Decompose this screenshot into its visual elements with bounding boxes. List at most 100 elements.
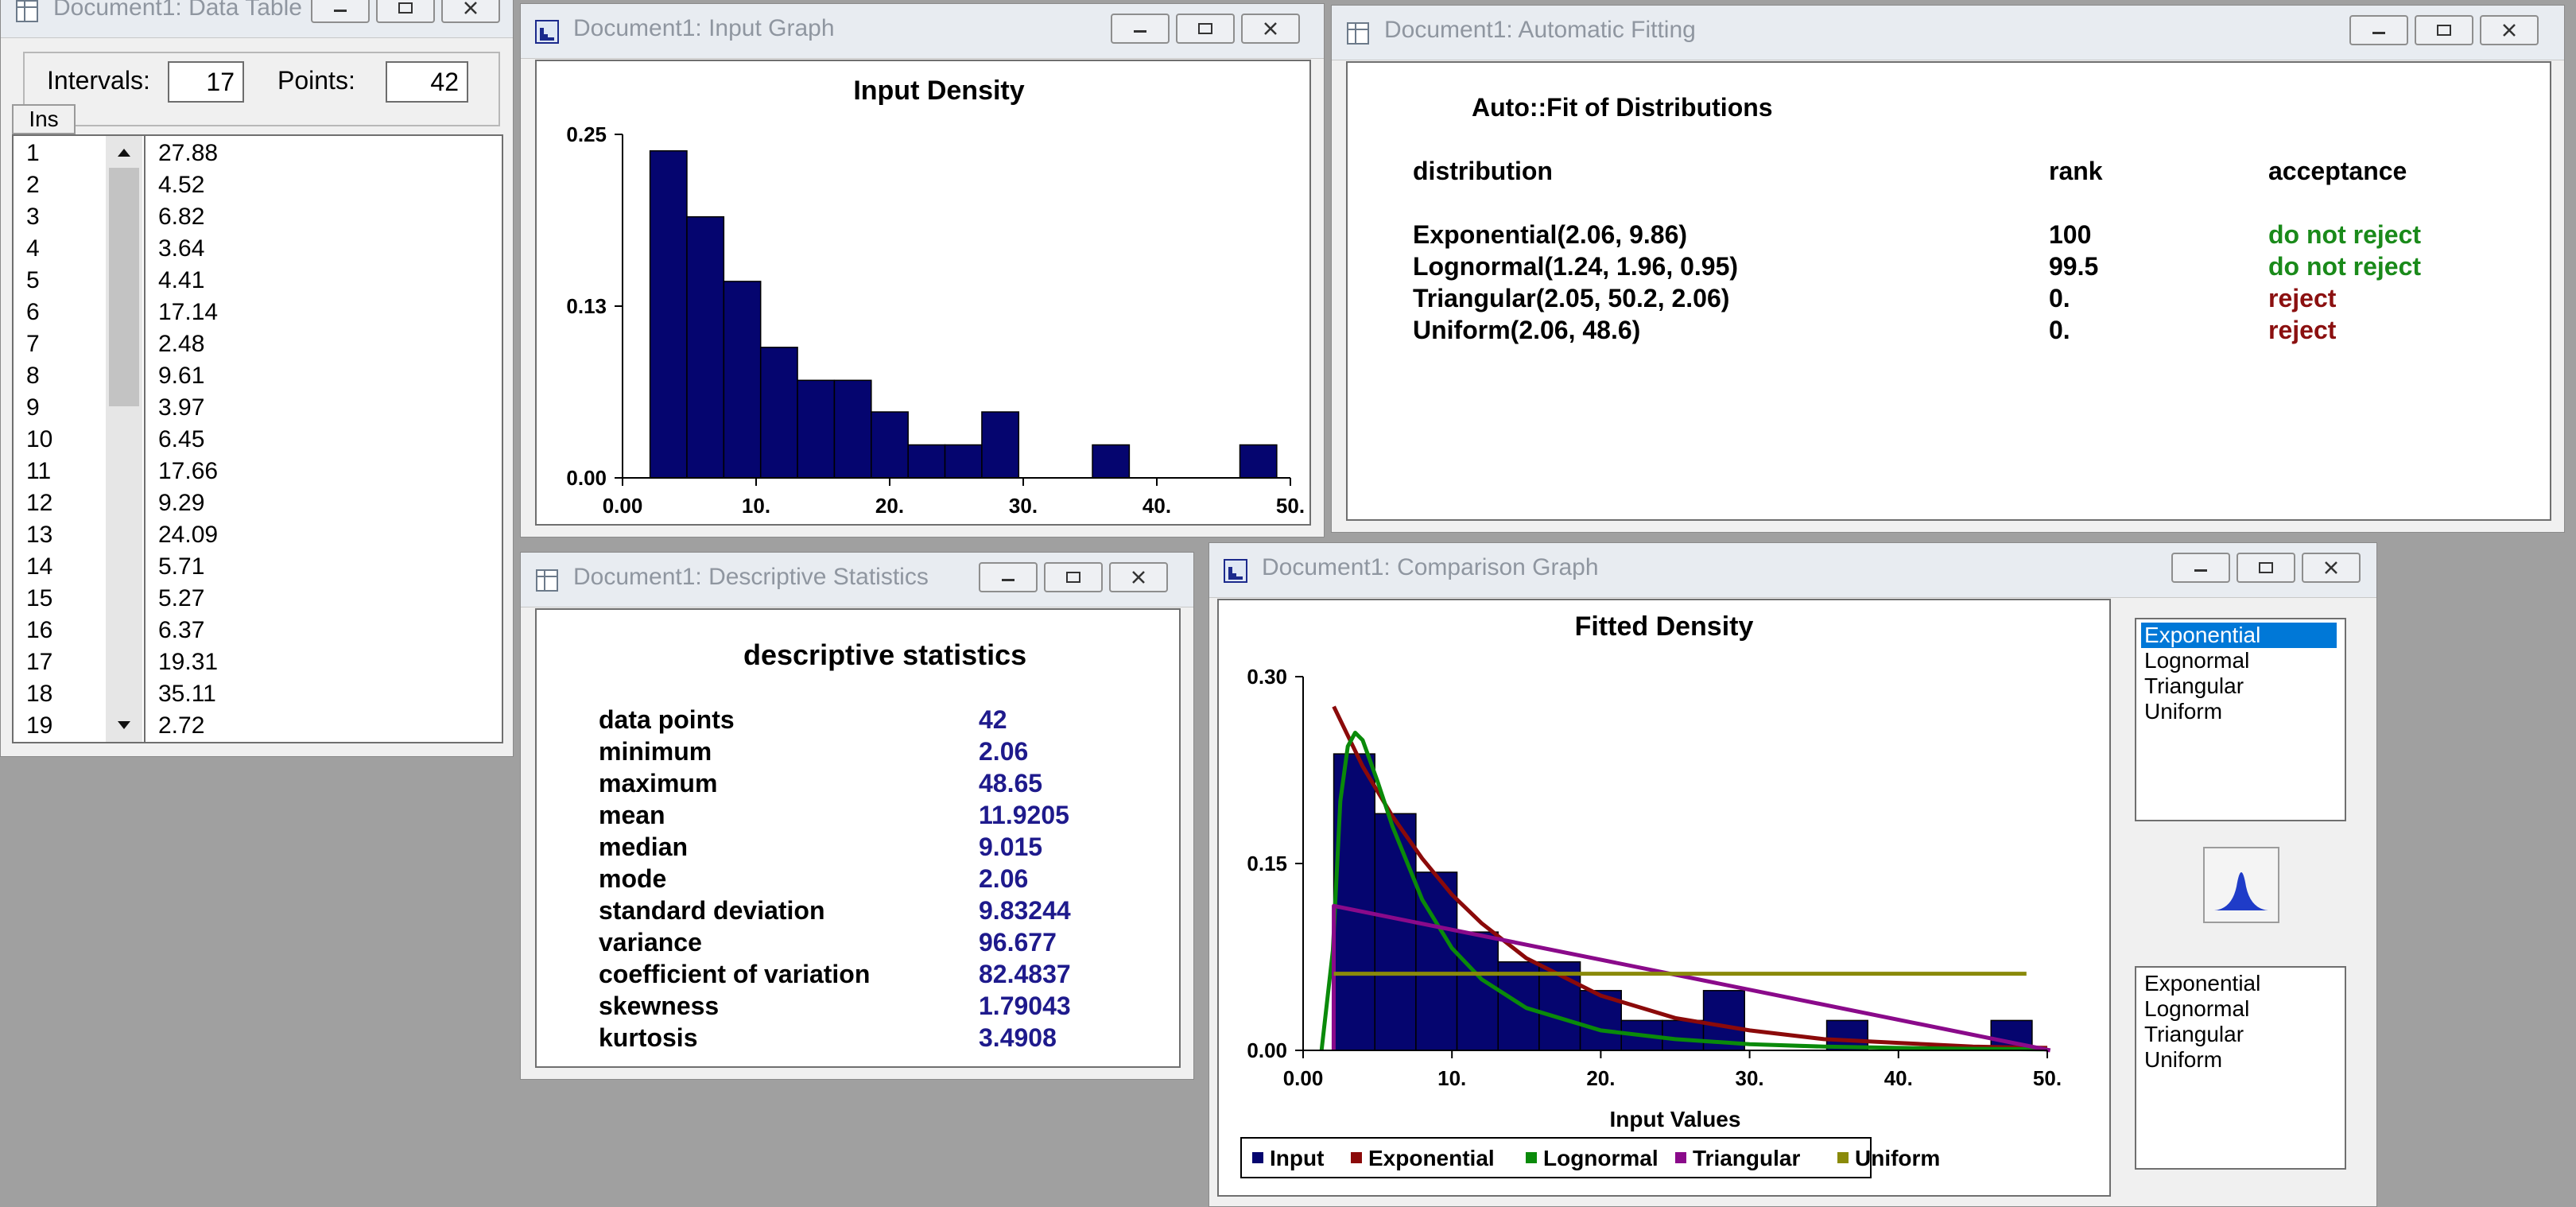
minimize-button[interactable] — [2349, 15, 2408, 45]
table-row[interactable]: 2 4.52 — [18, 169, 495, 201]
table-row[interactable]: 12 9.29 — [18, 487, 495, 519]
list-item[interactable]: Exponential — [2141, 623, 2337, 648]
row-value: 27.88 — [158, 140, 219, 166]
comparison-side-panel: Exponential Lognormal Triangular Uniform Ex… — [2111, 599, 2367, 1197]
table-icon — [1347, 22, 1369, 45]
row-value: 6.37 — [158, 617, 205, 643]
table-row[interactable]: 11 17.66 — [18, 456, 495, 487]
maximize-icon — [2259, 562, 2273, 573]
row-value: 19.31 — [158, 649, 219, 675]
fit-rank: 99.5 — [2049, 252, 2099, 281]
row-index: 1 — [26, 140, 40, 166]
list-item[interactable]: Uniform — [2144, 1047, 2223, 1072]
input-graph-titlebar[interactable]: Document1: Input Graph — [521, 4, 1324, 59]
table-row[interactable]: 14 5.71 — [18, 551, 495, 583]
list-item[interactable]: Exponential — [2144, 971, 2261, 995]
data-table-titlebar[interactable]: Document1: Data Table — [1, 0, 513, 38]
graph-icon — [1224, 559, 1247, 583]
fit-rank: 0. — [2049, 284, 2070, 312]
data-grid[interactable]: 1 27.88 2 4.52 3 6.82 4 3.64 5 4.41 6 17.14 7 2.48 8 9.… — [12, 134, 503, 743]
fit-acceptance: do not reject — [2268, 220, 2422, 249]
row-value: 17.66 — [158, 458, 219, 484]
row-value: 35.11 — [158, 681, 216, 707]
close-button[interactable] — [2302, 553, 2361, 583]
table-row[interactable]: 13 24.09 — [18, 519, 495, 551]
window-title: Document1: Input Graph — [573, 15, 835, 41]
fit-rank: 0. — [2049, 316, 2070, 344]
minimize-icon — [2194, 569, 2207, 572]
stat-value: 3.4908 — [979, 1023, 1057, 1052]
list-item[interactable]: Triangular — [2144, 1022, 2244, 1046]
row-index: 18 — [26, 681, 53, 707]
table-row[interactable]: 9 3.97 — [18, 392, 495, 424]
table-row[interactable]: 18 35.11 — [18, 678, 495, 710]
minimize-button[interactable] — [311, 0, 370, 23]
table-row[interactable]: 4 3.64 — [18, 233, 495, 265]
close-button[interactable] — [1109, 562, 1168, 592]
descriptive-statistics-titlebar[interactable]: Document1: Descriptive Statistics — [521, 553, 1193, 607]
legend-label: Exponential — [1368, 1146, 1495, 1170]
scroll-thumb[interactable] — [109, 168, 139, 406]
row-index: 15 — [26, 585, 53, 611]
fit-acceptance: do not reject — [2268, 252, 2422, 281]
maximize-button[interactable] — [376, 0, 435, 23]
y-tick-label: 0.30 — [1247, 665, 1287, 689]
table-row[interactable]: 5 4.41 — [18, 265, 495, 297]
table-row[interactable]: 15 5.27 — [18, 583, 495, 615]
maximize-button[interactable] — [1044, 562, 1103, 592]
legend-swatch — [1526, 1152, 1537, 1163]
stat-value: 82.4837 — [979, 960, 1071, 988]
scroll-up-icon[interactable] — [106, 136, 142, 168]
intervals-field[interactable]: 17 — [168, 61, 244, 103]
fit-acceptance: reject — [2268, 284, 2337, 312]
maximize-button[interactable] — [2415, 15, 2473, 45]
minimize-button[interactable] — [1111, 14, 1170, 44]
points-label: Points: — [277, 66, 355, 95]
row-value: 5.71 — [158, 553, 205, 580]
maximize-button[interactable] — [2237, 553, 2295, 583]
list-item[interactable]: Triangular — [2144, 673, 2244, 698]
maximize-button[interactable] — [1176, 14, 1235, 44]
row-value: 9.61 — [158, 363, 205, 389]
table-row[interactable]: 16 6.37 — [18, 615, 495, 646]
bell-curve-icon — [2214, 872, 2268, 910]
window-title: Document1: Data Table — [53, 0, 302, 21]
close-button[interactable] — [441, 0, 500, 23]
table-row[interactable]: 6 17.14 — [18, 297, 495, 328]
automatic-fitting-titlebar[interactable]: Document1: Automatic Fitting — [1332, 6, 2564, 60]
table-row[interactable]: 17 19.31 — [18, 646, 495, 678]
vertical-scrollbar[interactable] — [106, 136, 142, 742]
close-button[interactable] — [2480, 15, 2539, 45]
scroll-down-icon[interactable] — [106, 710, 142, 742]
table-row[interactable]: 1 27.88 — [18, 138, 495, 169]
list-item[interactable]: Lognormal — [2144, 648, 2250, 673]
ins-button[interactable]: Ins — [12, 104, 76, 134]
distribution-list-top[interactable]: Exponential Lognormal Triangular Uniform — [2135, 618, 2346, 821]
table-row[interactable]: 8 9.61 — [18, 360, 495, 392]
table-row[interactable]: 7 2.48 — [18, 328, 495, 360]
fit-distribution: Lognormal(1.24, 1.96, 0.95) — [1413, 252, 1739, 281]
minimize-button[interactable] — [979, 562, 1038, 592]
row-index: 17 — [26, 649, 53, 675]
points-field[interactable]: 42 — [386, 61, 468, 103]
table-row[interactable]: 10 6.45 — [18, 424, 495, 456]
stat-name: minimum — [599, 737, 712, 766]
plot-button[interactable] — [2203, 847, 2279, 923]
close-button[interactable] — [1241, 14, 1300, 44]
col-distribution: distribution — [1413, 157, 1553, 185]
list-item[interactable]: Lognormal — [2144, 996, 2250, 1021]
histogram-bar — [649, 149, 688, 479]
x-tick-label: 30. — [1009, 494, 1038, 518]
histogram-bar — [1239, 444, 1278, 479]
minimize-button[interactable] — [2171, 553, 2230, 583]
stat-value: 9.015 — [979, 832, 1043, 861]
list-item[interactable]: Uniform — [2144, 699, 2223, 724]
table-row[interactable]: 19 2.72 — [18, 710, 495, 742]
maximize-icon — [2437, 25, 2451, 36]
x-tick-label: 30. — [1736, 1066, 1764, 1090]
comparison-graph-titlebar[interactable]: Document1: Comparison Graph — [1209, 543, 2376, 598]
grid-divider — [144, 136, 145, 742]
table-row[interactable]: 3 6.82 — [18, 201, 495, 233]
distribution-list-bottom[interactable]: Exponential Lognormal Triangular Uniform — [2135, 966, 2346, 1170]
stat-name: kurtosis — [599, 1023, 698, 1052]
